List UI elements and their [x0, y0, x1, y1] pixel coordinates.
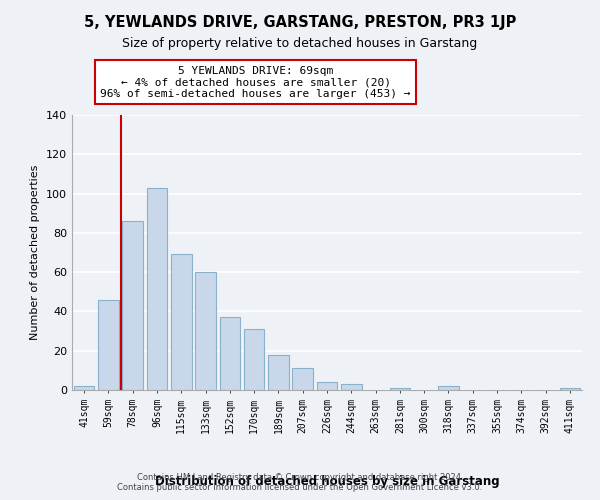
Bar — [438, 386, 459, 390]
Bar — [74, 386, 94, 390]
Bar — [146, 188, 167, 390]
Bar — [171, 254, 191, 390]
X-axis label: Distribution of detached houses by size in Garstang: Distribution of detached houses by size … — [155, 474, 499, 488]
Bar — [268, 354, 289, 390]
Bar — [292, 368, 313, 390]
Text: 5 YEWLANDS DRIVE: 69sqm
← 4% of detached houses are smaller (20)
96% of semi-det: 5 YEWLANDS DRIVE: 69sqm ← 4% of detached… — [100, 66, 411, 98]
Bar — [244, 329, 265, 390]
Bar — [389, 388, 410, 390]
Text: Size of property relative to detached houses in Garstang: Size of property relative to detached ho… — [122, 38, 478, 51]
Text: Contains HM Land Registry data © Crown copyright and database right 2024.
Contai: Contains HM Land Registry data © Crown c… — [118, 473, 482, 492]
Bar — [341, 384, 362, 390]
Bar — [560, 388, 580, 390]
Bar — [122, 221, 143, 390]
Bar — [220, 318, 240, 390]
Bar — [98, 300, 119, 390]
Y-axis label: Number of detached properties: Number of detached properties — [31, 165, 40, 340]
Bar — [317, 382, 337, 390]
Text: 5, YEWLANDS DRIVE, GARSTANG, PRESTON, PR3 1JP: 5, YEWLANDS DRIVE, GARSTANG, PRESTON, PR… — [84, 15, 516, 30]
Bar — [195, 272, 216, 390]
